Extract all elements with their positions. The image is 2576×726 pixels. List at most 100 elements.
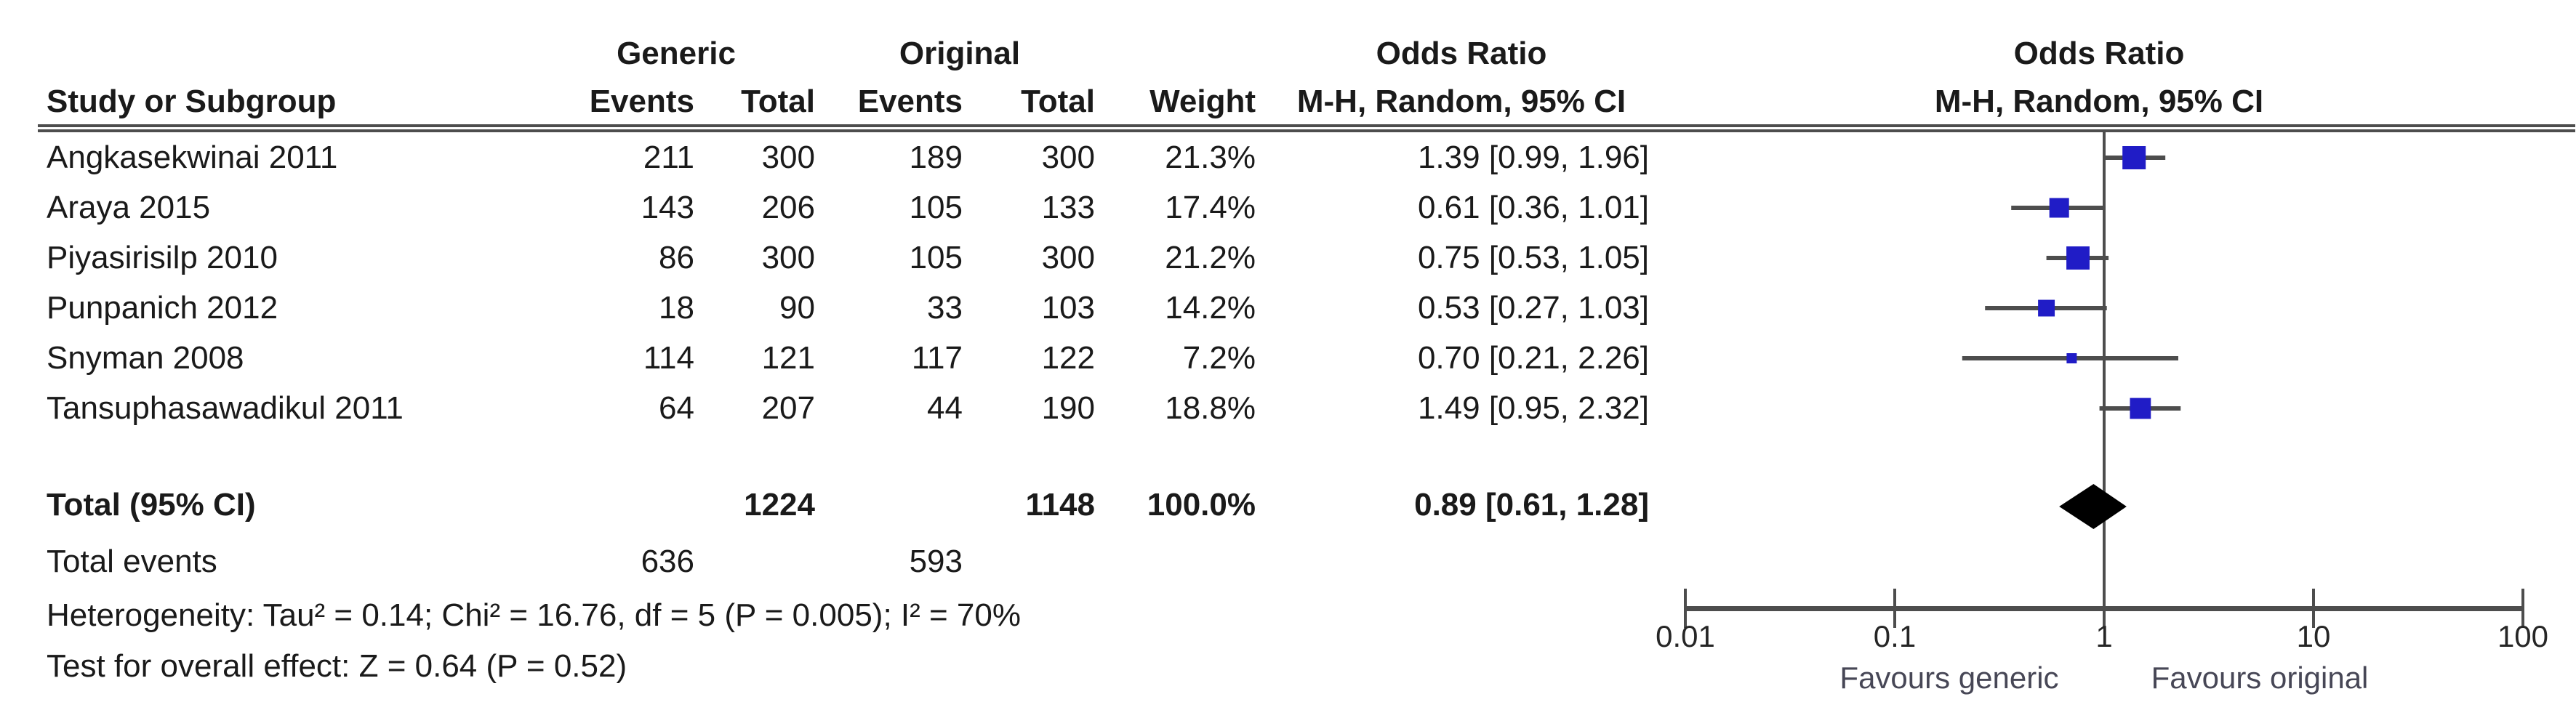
- generic-total: 121: [761, 340, 815, 376]
- axis-tick-label: 100: [2497, 619, 2549, 653]
- or-ci-text: 0.53 [0.27, 1.03]: [1417, 290, 1649, 326]
- heterogeneity-text: Heterogeneity: Tau² = 0.14; Chi² = 16.76…: [47, 597, 1021, 633]
- total-label: Total (95% CI): [47, 487, 256, 523]
- weight-value: 14.2%: [1165, 290, 1256, 326]
- total-generic-n: 1224: [744, 487, 815, 523]
- table-header-row-2: Study or Subgroup Events Total Events To…: [0, 80, 2576, 124]
- column-header-generic-total: Total: [741, 84, 815, 119]
- table-row: Snyman 2008 114 121 117 122 7.2% 0.70 [0…: [0, 334, 2576, 383]
- generic-events: 143: [641, 190, 694, 225]
- axis-tick: [2103, 589, 2106, 628]
- table-row: Punpanich 2012 18 90 33 103 14.2% 0.53 […: [0, 283, 2576, 333]
- study-label: Angkasekwinai 2011: [47, 140, 338, 175]
- study-marker: [2066, 353, 2077, 363]
- study-marker: [2130, 398, 2151, 419]
- axis-tick-label: 10: [2296, 619, 2331, 653]
- or-ci-text: 0.70 [0.21, 2.26]: [1417, 340, 1649, 376]
- favours-right-label: Favours original: [2151, 661, 2369, 695]
- axis-tick: [1893, 589, 1896, 628]
- total-events-original: 593: [909, 544, 963, 579]
- original-total: 300: [1041, 240, 1095, 275]
- study-label: Piyasirisilp 2010: [47, 240, 278, 275]
- axis-tick: [1684, 589, 1687, 628]
- original-total: 133: [1041, 190, 1095, 225]
- total-weight: 100.0%: [1147, 487, 1256, 523]
- original-events: 117: [911, 340, 963, 376]
- summary-diamond: [2059, 484, 2127, 529]
- axis-tick: [2312, 589, 2315, 628]
- column-group-original: Original: [899, 36, 1021, 71]
- weight-value: 7.2%: [1182, 340, 1256, 376]
- total-or-ci-text: 0.89 [0.61, 1.28]: [1414, 487, 1649, 523]
- or-reference-line: [2103, 132, 2106, 608]
- table-header-row-1: Generic Original Odds Ratio Odds Ratio: [0, 32, 2576, 76]
- column-header-generic-events: Events: [589, 84, 694, 119]
- generic-total: 300: [761, 140, 815, 175]
- total-row: Total (95% CI) 1224 1148 100.0% 0.89 [0.…: [0, 480, 2576, 530]
- weight-value: 18.8%: [1165, 390, 1256, 426]
- total-events-generic: 636: [641, 544, 694, 579]
- column-header-original-total: Total: [1021, 84, 1095, 119]
- column-header-study: Study or Subgroup: [47, 84, 337, 119]
- overall-effect-row: Test for overall effect: Z = 0.64 (P = 0…: [0, 642, 2576, 691]
- original-total: 122: [1041, 340, 1095, 376]
- weight-value: 21.2%: [1165, 240, 1256, 275]
- generic-events: 86: [659, 240, 694, 275]
- column-header-odds-ratio: Odds Ratio: [1376, 36, 1547, 71]
- generic-total: 90: [779, 290, 815, 326]
- table-row: Angkasekwinai 2011 211 300 189 300 21.3%…: [0, 133, 2576, 182]
- total-original-n: 1148: [1025, 487, 1095, 523]
- original-events: 105: [909, 190, 963, 225]
- axis-tick-label: 1: [2095, 619, 2113, 653]
- column-header-weight: Weight: [1149, 84, 1256, 119]
- axis-tick: [2521, 589, 2524, 628]
- original-total: 300: [1041, 140, 1095, 175]
- or-ci-text: 0.75 [0.53, 1.05]: [1417, 240, 1649, 275]
- total-events-row: Total events 636 593: [0, 537, 2576, 586]
- favours-left-label: Favours generic: [1839, 661, 2059, 695]
- plot-header-ci-method: M-H, Random, 95% CI: [1934, 84, 2264, 119]
- generic-events: 114: [643, 340, 694, 376]
- generic-total: 300: [761, 240, 815, 275]
- original-total: 190: [1041, 390, 1095, 426]
- generic-total: 207: [761, 390, 815, 426]
- generic-total: 206: [761, 190, 815, 225]
- original-events: 105: [909, 240, 963, 275]
- original-total: 103: [1041, 290, 1095, 326]
- study-label: Araya 2015: [47, 190, 211, 225]
- study-marker: [2122, 146, 2146, 169]
- axis-tick-label: 0.01: [1656, 619, 1715, 653]
- column-header-original-events: Events: [857, 84, 963, 119]
- or-ci-text: 1.49 [0.95, 2.32]: [1417, 390, 1649, 426]
- original-events: 44: [927, 390, 963, 426]
- generic-events: 18: [659, 290, 694, 326]
- weight-value: 17.4%: [1165, 190, 1256, 225]
- overall-effect-text: Test for overall effect: Z = 0.64 (P = 0…: [47, 648, 627, 684]
- header-rule-bottom: [38, 129, 2575, 132]
- weight-value: 21.3%: [1165, 140, 1256, 175]
- study-label: Tansuphasawadikul 2011: [47, 390, 404, 426]
- generic-events: 64: [659, 390, 694, 426]
- column-group-generic: Generic: [617, 36, 736, 71]
- table-row: Araya 2015 143 206 105 133 17.4% 0.61 [0…: [0, 183, 2576, 233]
- study-label: Punpanich 2012: [47, 290, 278, 326]
- or-ci-text: 1.39 [0.99, 1.96]: [1417, 140, 1649, 175]
- study-label: Snyman 2008: [47, 340, 244, 376]
- heterogeneity-row: Heterogeneity: Tau² = 0.14; Chi² = 16.76…: [0, 591, 2576, 640]
- column-header-ci-method: M-H, Random, 95% CI: [1296, 84, 1626, 119]
- study-marker: [2049, 198, 2069, 218]
- original-events: 189: [909, 140, 963, 175]
- plot-header-odds-ratio: Odds Ratio: [2013, 36, 2185, 71]
- table-row: Tansuphasawadikul 2011 64 207 44 190 18.…: [0, 384, 2576, 433]
- generic-events: 211: [643, 140, 694, 175]
- axis-tick-label: 0.1: [1873, 619, 1917, 653]
- original-events: 33: [927, 290, 963, 326]
- total-events-label: Total events: [47, 544, 217, 579]
- study-marker: [2038, 299, 2055, 317]
- or-ci-text: 0.61 [0.36, 1.01]: [1417, 190, 1649, 225]
- table-row: Piyasirisilp 2010 86 300 105 300 21.2% 0…: [0, 233, 2576, 283]
- study-marker: [2066, 246, 2090, 270]
- header-rule-top: [38, 124, 2575, 127]
